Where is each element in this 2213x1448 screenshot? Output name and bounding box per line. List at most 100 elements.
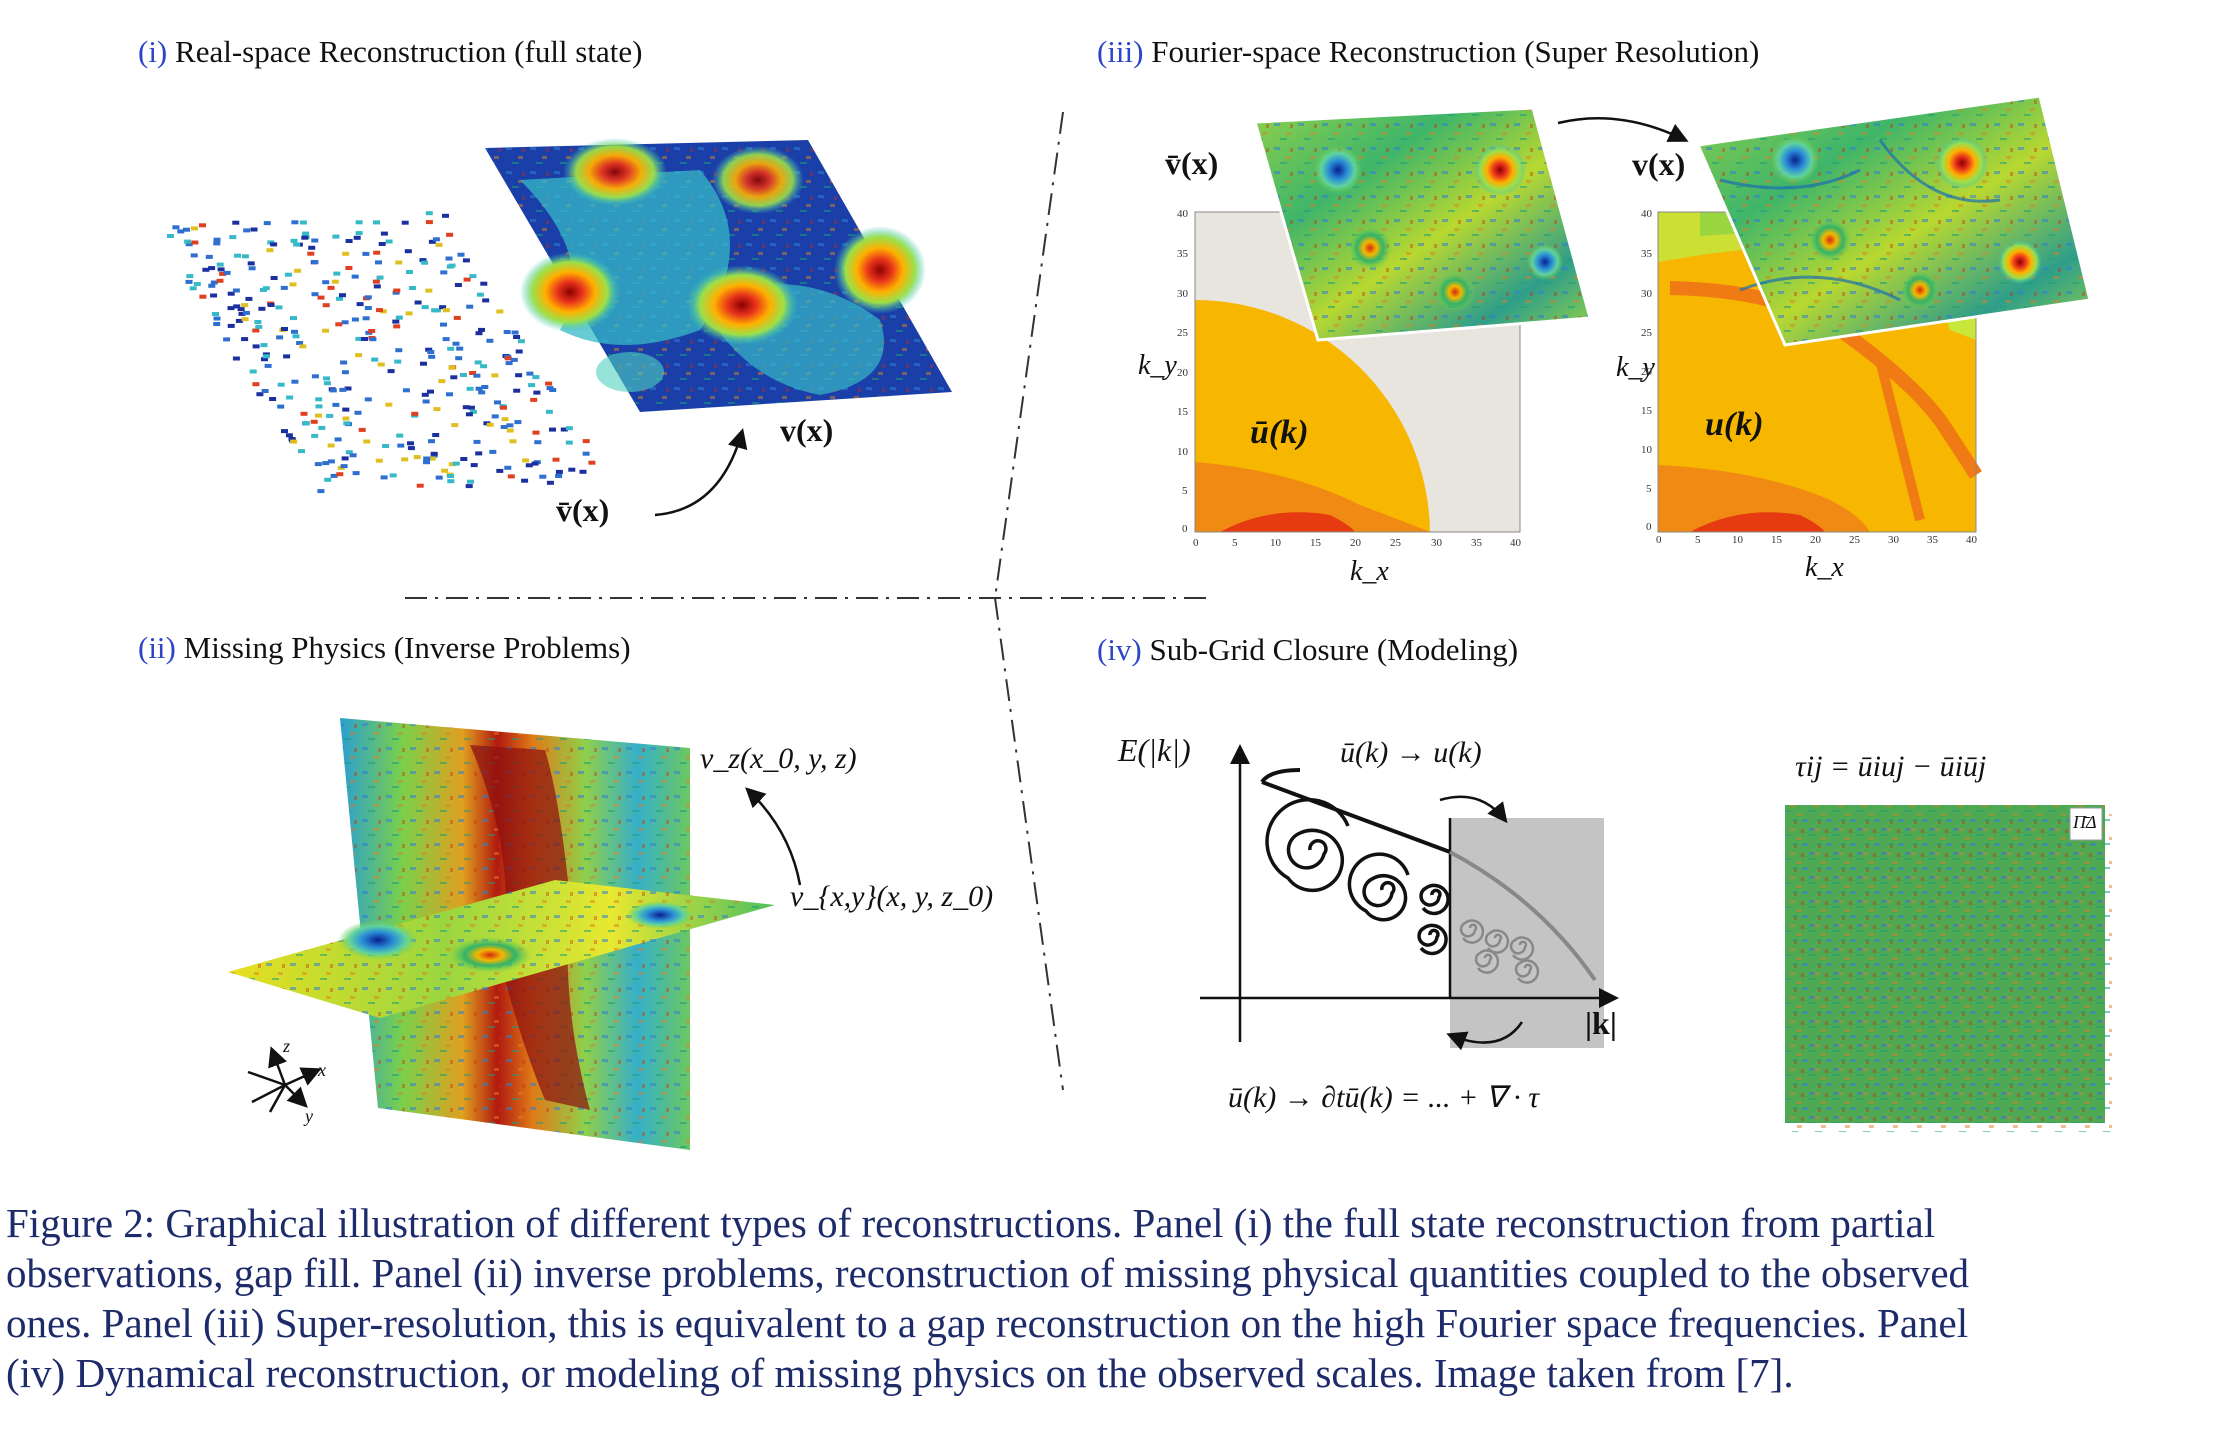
observation-point [362, 251, 370, 256]
observation-point [291, 379, 299, 384]
observation-point [213, 237, 221, 242]
observation-point [463, 277, 471, 282]
observation-point [184, 239, 192, 244]
observation-point [252, 344, 260, 349]
tick-label: 30 [1888, 534, 1899, 546]
observation-point [177, 229, 185, 234]
observation-point [336, 472, 344, 477]
observation-point [466, 304, 474, 309]
observation-point [324, 477, 332, 482]
observation-point [532, 375, 540, 380]
observation-point [440, 270, 448, 275]
observation-point [588, 460, 596, 465]
observation-point [189, 286, 197, 291]
observation-point [190, 226, 198, 231]
observation-point [270, 276, 278, 280]
observation-point [277, 382, 285, 387]
tick-label: 10 [1270, 537, 1281, 549]
observation-point [289, 282, 297, 287]
observation-point [258, 306, 266, 311]
tick-label: 25 [1177, 327, 1188, 339]
observation-point [448, 462, 456, 467]
observation-point [514, 420, 522, 425]
observation-point [311, 292, 319, 297]
panel-i-title: (i) Real-space Reconstruction (full stat… [138, 34, 642, 70]
observation-point [227, 306, 235, 311]
observation-point [375, 458, 383, 463]
observation-point [425, 220, 433, 225]
observation-point [342, 407, 350, 412]
observation-point [560, 427, 568, 432]
observation-point [427, 389, 434, 394]
observation-point [302, 231, 310, 236]
observation-point [489, 449, 497, 454]
label-full-field: v(x) [780, 412, 834, 448]
observation-point [532, 430, 540, 435]
observation-point [442, 337, 450, 342]
field-plane-filtered [1253, 106, 1592, 342]
label-kx-right: k_x [1805, 552, 1844, 583]
axis-label-y: y [305, 1106, 313, 1126]
observation-point [475, 451, 483, 456]
observation-point [292, 334, 300, 339]
panel-iii-title-text: Fourier-space Reconstruction (Super Reso… [1151, 34, 1760, 69]
observation-point [392, 319, 400, 324]
observation-point [300, 411, 308, 416]
observation-point [397, 443, 405, 448]
observation-point [193, 282, 201, 286]
observation-point [199, 223, 206, 228]
observation-point [344, 386, 352, 391]
observation-point [416, 483, 424, 488]
observation-point [199, 294, 207, 299]
observation-point [208, 266, 216, 271]
observation-point [445, 256, 453, 261]
observation-point [345, 450, 353, 455]
observation-point [435, 242, 443, 247]
observation-point [172, 225, 180, 230]
tick-label: 20 [1641, 366, 1652, 378]
observation-point [486, 422, 494, 427]
observation-point [507, 474, 515, 479]
tick-label: 40 [1177, 208, 1188, 220]
observation-point [506, 428, 514, 433]
observation-point [433, 407, 441, 412]
observation-point [243, 228, 251, 233]
observation-point [545, 381, 553, 386]
observation-point [555, 469, 563, 474]
observation-point [481, 385, 489, 389]
observation-point [394, 359, 402, 364]
observation-point [428, 239, 436, 244]
observation-point [275, 305, 283, 310]
observation-point [259, 288, 267, 292]
observation-point [267, 303, 275, 307]
observation-point [372, 279, 380, 284]
observation-point [452, 341, 460, 346]
observation-point [407, 446, 415, 451]
observation-point [522, 458, 530, 463]
observation-point [327, 443, 335, 448]
observation-point [355, 336, 363, 341]
observation-point [382, 444, 390, 448]
observation-point [491, 414, 499, 419]
label-resolved-field: v(x) [1632, 146, 1686, 182]
observation-point [330, 473, 338, 478]
observation-point [364, 306, 372, 310]
sgs-stress-field [1785, 805, 2112, 1132]
observation-point [420, 361, 427, 366]
observation-point [414, 300, 422, 305]
observation-point [345, 239, 353, 243]
observation-point [448, 263, 456, 268]
panel-i-number: (i) [138, 34, 168, 69]
observation-point [301, 235, 309, 240]
tick-label: 35 [1641, 248, 1652, 260]
observation-point [440, 322, 447, 327]
observation-point [250, 227, 258, 232]
observation-point [500, 405, 507, 410]
observation-point [327, 459, 335, 464]
observation-point [254, 320, 262, 324]
tick-label: 15 [1310, 537, 1321, 549]
observation-point [511, 330, 519, 335]
label-observed-field: v̄(x) [556, 492, 610, 528]
tick-label: 0 [1656, 534, 1662, 546]
panel-ii-title: (ii) Missing Physics (Inverse Problems) [138, 630, 631, 666]
